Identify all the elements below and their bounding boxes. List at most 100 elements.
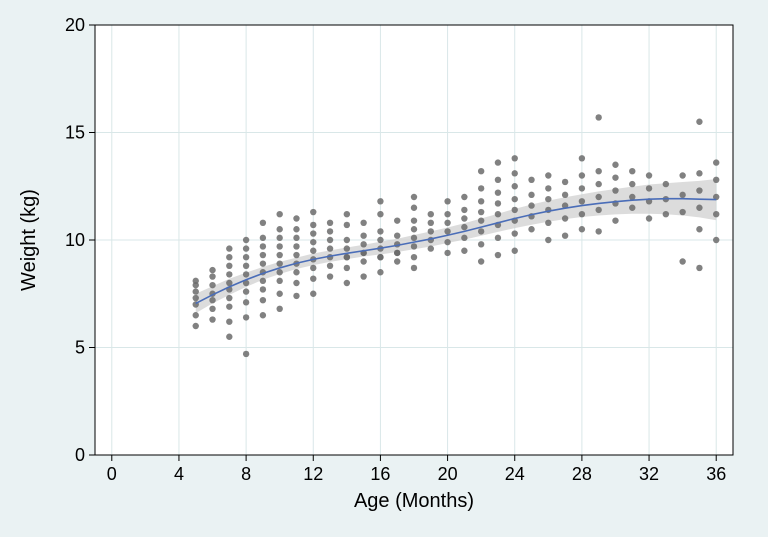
data-point [226,295,232,301]
data-point [629,205,635,211]
data-point [377,211,383,217]
data-point [562,192,568,198]
data-point [276,211,282,217]
data-point [243,263,249,269]
data-point [478,185,484,191]
data-point [512,155,518,161]
data-point [310,265,316,271]
data-point [260,278,266,284]
data-point [663,211,669,217]
data-point [428,228,434,234]
data-point [260,252,266,258]
data-point [478,258,484,264]
data-point [444,250,450,256]
data-point [512,230,518,236]
data-point [276,269,282,275]
data-point [243,288,249,294]
data-point [360,220,366,226]
data-point [243,351,249,357]
y-tick-label: 15 [65,123,85,143]
data-point [478,217,484,223]
data-point [260,286,266,292]
data-point [512,183,518,189]
data-point [293,215,299,221]
data-point [528,226,534,232]
data-point [193,288,199,294]
data-point [293,252,299,258]
data-point [344,265,350,271]
data-point [646,215,652,221]
data-point [612,162,618,168]
data-point [461,215,467,221]
data-point [478,228,484,234]
data-point [562,215,568,221]
data-point [226,319,232,325]
data-point [243,237,249,243]
data-point [696,187,702,193]
data-point [260,312,266,318]
data-point [260,297,266,303]
data-point [327,228,333,234]
data-point [696,119,702,125]
data-point [428,211,434,217]
data-point [696,170,702,176]
data-point [713,211,719,217]
data-point [461,194,467,200]
data-point [327,237,333,243]
data-point [579,198,585,204]
data-point [562,233,568,239]
data-point [411,226,417,232]
data-point [360,233,366,239]
data-point [327,263,333,269]
data-point [595,168,601,174]
data-point [243,299,249,305]
data-point [545,196,551,202]
data-point [679,192,685,198]
data-point [360,273,366,279]
data-point [428,220,434,226]
data-point [394,250,400,256]
data-point [646,172,652,178]
data-point [629,181,635,187]
data-point [512,170,518,176]
data-point [629,194,635,200]
data-point [579,226,585,232]
data-point [209,273,215,279]
y-tick-label: 5 [75,338,85,358]
data-point [696,205,702,211]
data-point [260,220,266,226]
x-tick-label: 12 [303,464,323,484]
data-point [377,198,383,204]
x-tick-label: 20 [438,464,458,484]
chart-container: 0481216202428323605101520Age (Months)Wei… [0,0,768,537]
data-point [545,237,551,243]
data-point [310,276,316,282]
data-point [461,235,467,241]
data-point [512,207,518,213]
data-point [193,278,199,284]
data-point [310,248,316,254]
data-point [696,265,702,271]
data-point [595,228,601,234]
data-point [243,271,249,277]
scatter-chart: 0481216202428323605101520Age (Months)Wei… [0,0,768,537]
data-point [193,323,199,329]
data-point [394,233,400,239]
data-point [243,254,249,260]
y-tick-label: 10 [65,230,85,250]
data-point [209,306,215,312]
data-point [545,220,551,226]
data-point [562,179,568,185]
data-point [545,185,551,191]
data-point [579,185,585,191]
data-point [411,217,417,223]
data-point [193,312,199,318]
y-axis-label: Weight (kg) [18,189,40,291]
data-point [444,228,450,234]
data-point [495,190,501,196]
data-point [260,260,266,266]
data-point [646,185,652,191]
data-point [226,263,232,269]
data-point [495,200,501,206]
data-point [209,282,215,288]
